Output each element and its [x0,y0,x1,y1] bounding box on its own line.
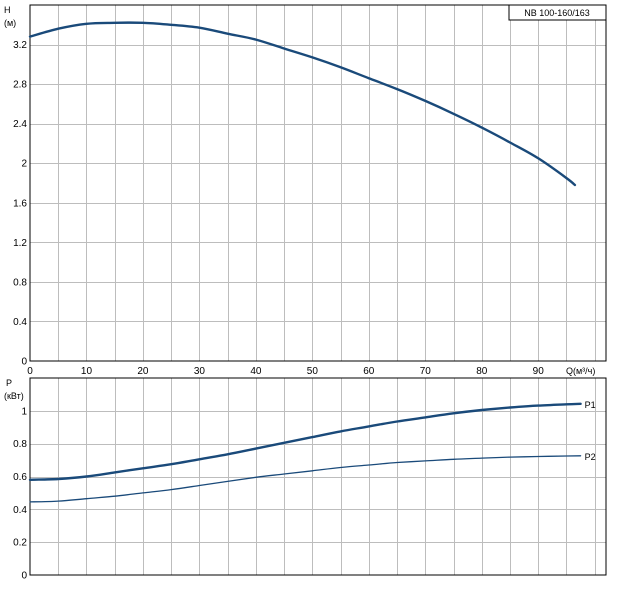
x-tick-label: 80 [476,366,488,377]
y-tick-label: 1.2 [13,238,27,249]
power-y-axis-unit: (кВт) [4,391,24,401]
power-y-tick-labels: 0 0.2 0.4 0.6 0.8 1 [13,406,27,581]
x-tick-label: 60 [363,366,375,377]
y-tick-label: 0.4 [13,317,27,328]
model-label-box [508,4,607,21]
p2-curve [29,455,582,503]
x-tick-label: 20 [137,366,149,377]
x-tick-label: 40 [250,366,262,377]
y-tick-label: 0 [21,357,27,368]
power-chart: 0 0.2 0.4 0.6 0.8 1 P (кВт) P1 P2 [4,377,607,582]
y-tick-label: 3.2 [13,40,27,51]
model-label: NB 100-160/163 [524,8,590,18]
y-tick-label: 0 [21,571,27,582]
y-tick-label: 0.4 [13,505,27,516]
y-tick-label: 0.6 [13,472,27,483]
y-tick-label: 0.2 [13,538,27,549]
head-y-axis-unit: (м) [4,18,16,28]
p2-series-label: P2 [585,452,596,462]
x-tick-label: 0 [27,366,33,377]
head-y-tick-labels: 0 0.4 0.8 1.2 1.6 2 2.4 2.8 3.2 [13,40,27,367]
p1-curve [28,402,582,481]
head-chart-grid [30,5,606,361]
head-chart: 0 0.4 0.8 1.2 1.6 2 2.4 2.8 3.2 0 10 20 30 40 50 60 70 8… [4,4,607,377]
y-tick-label: 2.4 [13,119,27,130]
y-tick-label: 2 [21,159,27,170]
y-tick-label: 1 [21,406,27,417]
x-tick-label: 50 [307,366,319,377]
y-tick-label: 0.8 [13,439,27,450]
power-chart-grid [30,378,606,575]
p1-series-label: P1 [585,400,596,410]
x-tick-label: 10 [81,366,93,377]
head-x-tick-labels: 0 10 20 30 40 50 60 70 80 90 [27,366,544,377]
head-chart-frame [29,4,607,362]
y-tick-label: 2.8 [13,80,27,91]
y-tick-label: 0.8 [13,277,27,288]
y-tick-label: 1.6 [13,198,27,209]
power-chart-frame [29,377,607,576]
x-tick-label: 70 [420,366,432,377]
x-tick-label: 30 [194,366,206,377]
head-y-axis-label: H [4,5,11,15]
flow-x-axis-label: Q(м³/ч) [566,366,595,376]
head-curve [28,21,577,187]
x-tick-label: 90 [533,366,545,377]
power-y-axis-label: P [6,378,12,388]
